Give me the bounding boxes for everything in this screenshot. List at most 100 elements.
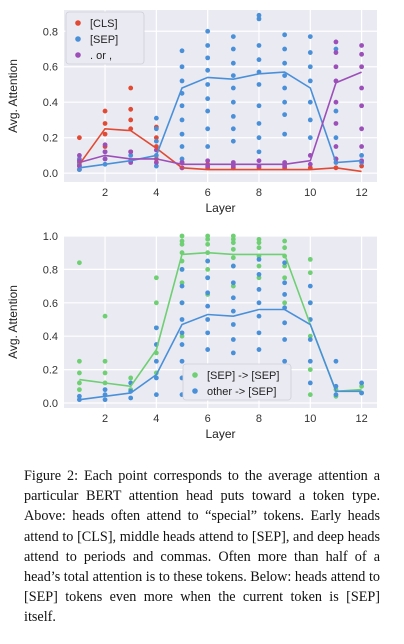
point-0 (76, 358, 82, 364)
point-1 (128, 395, 134, 401)
point-1 (333, 108, 339, 114)
legend-box (65, 11, 145, 65)
point-1 (307, 99, 313, 105)
point-2 (256, 158, 262, 164)
point-1 (333, 358, 339, 364)
series-line-2 (79, 71, 362, 166)
point-1 (230, 263, 236, 269)
y-axis-label: Avg. Attention (6, 285, 20, 359)
figure-caption: Figure 2: Each point corresponds to the … (24, 468, 380, 626)
point-1 (256, 12, 262, 18)
point-0 (76, 370, 82, 376)
y-tick-label: 1.0 (43, 231, 58, 243)
point-1 (230, 99, 236, 105)
point-1 (230, 73, 236, 79)
point-0 (153, 275, 159, 281)
point-0 (307, 392, 313, 398)
point-1 (359, 153, 365, 158)
y-tick-label: 0.6 (43, 298, 58, 310)
point-1 (256, 149, 262, 155)
point-0 (76, 387, 82, 393)
y-tick-label: 0.4 (43, 97, 58, 109)
x-tick-label: 4 (153, 413, 159, 425)
point-2 (333, 64, 339, 70)
point-0 (128, 375, 134, 381)
point-0 (102, 108, 108, 114)
point-0 (102, 370, 108, 376)
legend-entry: [CLS] (90, 18, 118, 30)
x-tick-label: 10 (304, 187, 316, 199)
point-1 (153, 375, 159, 381)
point-1 (230, 60, 236, 66)
point-1 (256, 330, 262, 336)
point-1 (282, 60, 288, 66)
point-1 (153, 392, 159, 398)
point-1 (179, 117, 185, 123)
chart-bottom: 2 4 6 8 10 12 0.0 0.2 0.4 0.6 0.8 1.0 Layer Avg. Atte… (6, 231, 377, 441)
point-1 (256, 272, 262, 277)
y-tick-label: 0.8 (43, 26, 58, 38)
point-1 (256, 82, 262, 87)
point-2 (205, 158, 211, 164)
point-1 (205, 55, 211, 61)
point-0 (256, 240, 262, 246)
point-1 (153, 126, 159, 132)
point-1 (282, 99, 288, 105)
y-tick-label: 0.2 (43, 133, 58, 145)
point-1 (307, 78, 313, 84)
point-1 (307, 358, 313, 364)
y-tick-label: 0.8 (43, 264, 58, 276)
point-0 (76, 135, 82, 141)
x-tick-label: 10 (304, 413, 316, 425)
x-axis-label: Layer (205, 427, 235, 441)
y-tick-label: 0.4 (43, 331, 58, 343)
point-1 (256, 43, 262, 48)
point-1 (282, 358, 288, 364)
point-0 (102, 358, 108, 364)
point-2 (359, 126, 365, 132)
legend-entry: [SEP] (90, 34, 118, 46)
point-1 (333, 46, 339, 52)
y-tick-label: 0.0 (43, 168, 58, 180)
point-1 (307, 380, 313, 386)
point-1 (179, 342, 185, 347)
point-1 (256, 256, 262, 262)
point-1 (205, 28, 211, 34)
point-1 (230, 322, 236, 327)
legend-marker (192, 372, 198, 378)
point-0 (102, 131, 108, 137)
point-0 (179, 241, 185, 247)
x-tick-label: 2 (102, 413, 108, 425)
x-tick-label: 8 (256, 187, 262, 199)
point-0 (307, 256, 313, 262)
point-2 (333, 99, 339, 105)
point-1 (256, 347, 262, 352)
point-2 (333, 144, 339, 149)
point-0 (359, 383, 365, 389)
chart-top: 2 4 6 8 10 12 0.0 0.2 0.4 0.6 0.8 Layer Avg. Attenti… (6, 10, 377, 215)
series-line-0 (78, 127, 362, 173)
point-0 (307, 367, 313, 372)
point-1 (307, 117, 313, 123)
point-1 (256, 313, 262, 319)
point-1 (102, 387, 108, 393)
point-0 (230, 236, 236, 242)
point-2 (76, 153, 82, 158)
point-0 (205, 236, 211, 242)
point-1 (230, 280, 236, 286)
point-2 (102, 142, 108, 148)
point-1 (230, 46, 236, 52)
point-0 (205, 266, 211, 272)
point-2 (102, 149, 108, 155)
point-0 (230, 240, 236, 246)
legend-box (182, 363, 292, 401)
point-1 (230, 138, 236, 144)
point-1 (179, 131, 185, 137)
point-1 (102, 397, 108, 403)
point-2 (333, 39, 339, 45)
point-0 (179, 280, 185, 286)
y-tick-label: 0.0 (43, 398, 58, 410)
series-line-1 (79, 308, 362, 401)
point-1 (230, 308, 236, 314)
